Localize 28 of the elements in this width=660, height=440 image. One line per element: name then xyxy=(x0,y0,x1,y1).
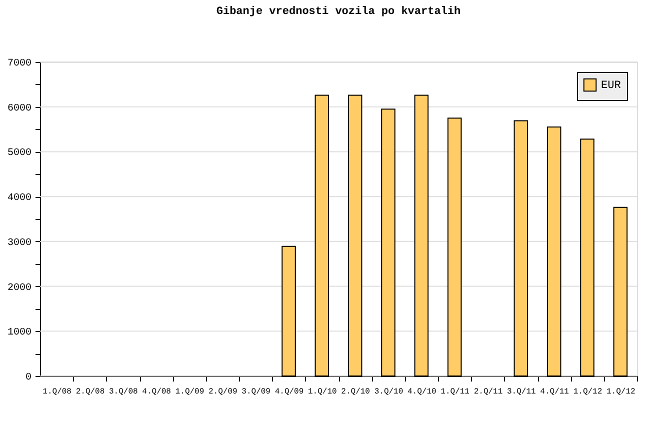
y-tick-label: 5000 xyxy=(7,148,32,160)
x-tick-label: 2.Q/09 xyxy=(208,388,238,396)
legend-label: EUR xyxy=(601,80,622,92)
y-tick-label: 4000 xyxy=(7,193,32,204)
y-tick-label: 2000 xyxy=(7,282,32,294)
y-tick-label: 1000 xyxy=(7,328,32,339)
x-tick-label: 3.Q/10 xyxy=(374,388,404,396)
x-tick-label: 4.Q/10 xyxy=(408,388,437,396)
x-tick-label: 3.Q/08 xyxy=(109,388,138,396)
x-tick-label: 1.Q/10 xyxy=(308,388,338,396)
x-tick-label: 4.Q/11 xyxy=(540,388,570,396)
x-tick-label: 2.Q/11 xyxy=(474,388,503,396)
x-tick-label: 2.Q/10 xyxy=(341,388,370,396)
x-tick-label: 2.Q/08 xyxy=(76,388,105,396)
x-tick-label: 4.Q/08 xyxy=(142,388,172,396)
y-tick-label: 6000 xyxy=(7,103,32,114)
x-tick-label: 1.Q/12 xyxy=(573,388,602,396)
y-tick-label: 3000 xyxy=(7,238,32,249)
x-tick-label: 3.Q/09 xyxy=(242,388,271,396)
y-tick-label: 7000 xyxy=(7,58,32,70)
x-tick-label: 1.Q/09 xyxy=(175,388,204,396)
x-tick-label: 4.Q/09 xyxy=(274,388,304,396)
x-tick-label: 1.Q/12 xyxy=(606,388,636,396)
x-tick-label: 3.Q/11 xyxy=(507,388,536,396)
x-tick-label: 1.Q/08 xyxy=(42,388,72,396)
x-tick-label: 1.Q/11 xyxy=(440,388,470,396)
chart-title: Gibanje vrednosti vozila po kvartalih xyxy=(216,6,461,18)
y-tick-label: 0 xyxy=(25,372,32,384)
